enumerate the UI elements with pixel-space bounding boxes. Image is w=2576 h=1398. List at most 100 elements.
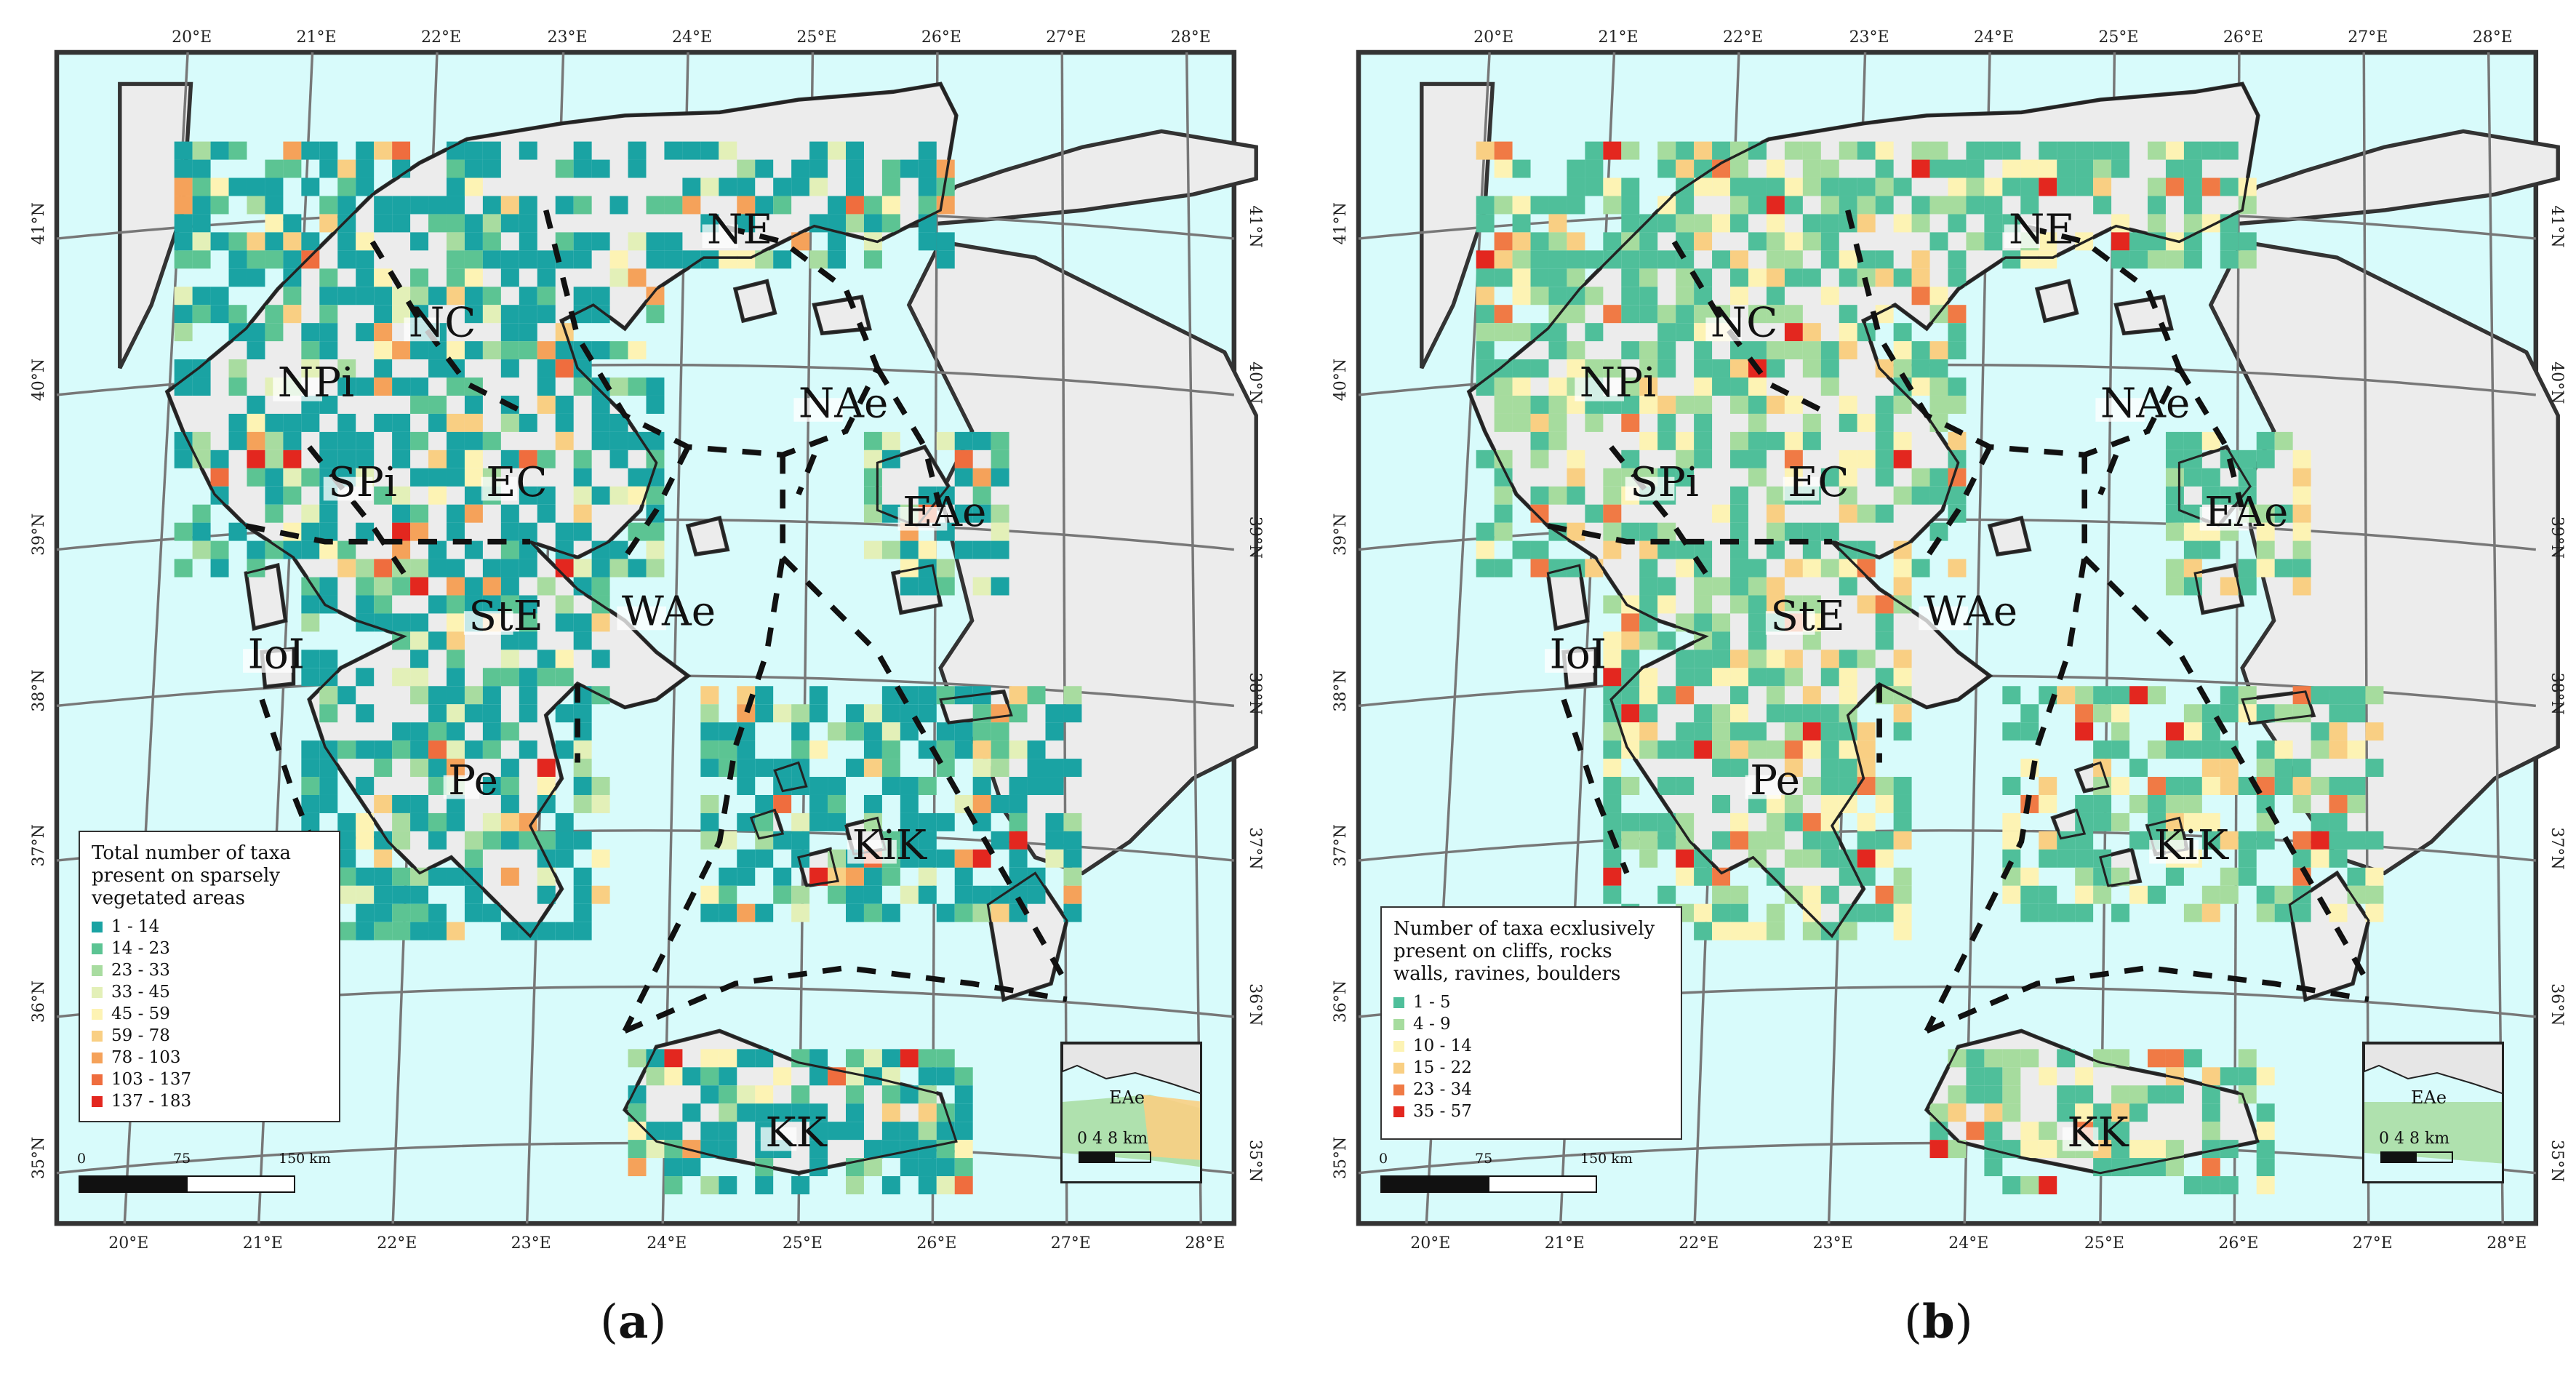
grid-cell: [1875, 504, 1894, 523]
grid-cell: [555, 522, 574, 541]
lon-label-top: 26°E: [921, 28, 961, 47]
grid-cell: [954, 1176, 973, 1194]
region-boundary: [780, 555, 1070, 986]
grid-cell: [863, 1140, 882, 1159]
grid-cell: [991, 468, 1009, 487]
grid-cell: [210, 486, 229, 505]
grid-cell: [1820, 196, 1839, 215]
grid-cell: [846, 1103, 864, 1122]
grid-cell: [1766, 504, 1785, 523]
lat-label-right: 39°N: [2548, 516, 2566, 559]
grid-cell: [319, 159, 338, 178]
grid-cell: [1730, 831, 1748, 850]
grid-cell: [519, 686, 537, 705]
grid-cell: [791, 722, 810, 741]
grid-cell: [519, 413, 537, 432]
grid-cell: [537, 268, 556, 287]
grid-cell: [537, 378, 556, 396]
grid-cell: [2201, 777, 2220, 795]
grid-cell: [1567, 341, 1585, 360]
grid-cell: [464, 177, 483, 196]
grid-cell: [464, 486, 483, 505]
grid-cell: [1748, 722, 1767, 741]
grid-cell: [1948, 1085, 1967, 1104]
grid-cell: [2002, 686, 2021, 705]
grid-cell: [846, 1122, 864, 1141]
island-coastline: [773, 761, 808, 793]
grid-cell: [2238, 577, 2257, 596]
grid-cell: [1766, 922, 1785, 940]
grid-cell: [954, 1158, 973, 1177]
grid-cell: [2201, 885, 2220, 904]
grid-cell: [2183, 214, 2202, 233]
grid-cell: [1857, 812, 1876, 831]
grid-cell: [174, 287, 193, 305]
grid-cell: [628, 141, 647, 160]
region-label: NAe: [2100, 380, 2190, 427]
region-boundary: [2082, 555, 2372, 986]
grid-cell: [1639, 250, 1658, 269]
grid-cell: [1548, 287, 1567, 305]
island-coastline: [2114, 295, 2173, 335]
grid-cell: [2075, 704, 2094, 723]
grid-cell: [682, 1158, 701, 1177]
grid-cell: [2002, 722, 2021, 741]
lat-label-left: 41°N: [1332, 202, 1350, 244]
grid-cell: [392, 522, 411, 541]
grid-cell: [972, 885, 991, 904]
grid-cell: [2238, 1049, 2257, 1068]
grid-cell: [555, 431, 574, 450]
grid-cell: [1694, 722, 1713, 741]
grid-cell: [646, 305, 665, 324]
grid-cell: [537, 287, 556, 305]
grid-cell: [1530, 504, 1549, 523]
grid-cell: [1694, 214, 1713, 233]
grid-cell: [1657, 141, 1676, 160]
grid-cell: [301, 468, 320, 487]
grid-cell: [1911, 468, 1930, 487]
grid-cell: [2292, 486, 2311, 505]
legend-item: 35 - 57: [1393, 1101, 1669, 1122]
grid-cell: [1494, 159, 1513, 178]
grid-cell: [319, 141, 338, 160]
grid-cell: [1621, 831, 1640, 850]
legend-swatch: [92, 1052, 103, 1063]
grid-cell: [628, 1049, 647, 1068]
grid-cell: [464, 159, 483, 178]
grid-cell: [519, 812, 537, 831]
grid-cell: [1676, 777, 1695, 795]
grid-cell: [1766, 287, 1785, 305]
grid-cell: [737, 849, 756, 868]
grid-cell: [356, 867, 375, 886]
lat-label-left: 40°N: [30, 359, 48, 401]
grid-cell: [646, 431, 665, 450]
grid-cell: [428, 704, 447, 723]
grid-cell: [356, 323, 375, 342]
grid-cell: [428, 395, 447, 414]
scale-tick: 75: [1475, 1151, 1493, 1167]
grid-cell: [628, 268, 647, 287]
grid-cell: [936, 903, 955, 922]
grid-cell: [2002, 141, 2021, 160]
grid-cell: [646, 395, 665, 414]
grid-cell: [2274, 431, 2293, 450]
grid-cell: [2256, 540, 2275, 559]
grid-cell: [1657, 159, 1676, 178]
grid-cell: [918, 177, 937, 196]
legend-swatch: [1393, 1106, 1404, 1117]
grid-cell: [2365, 867, 2384, 886]
grid-cell: [1657, 631, 1676, 650]
lon-label-bottom: 21°E: [1545, 1234, 1585, 1253]
region-label: NPi: [278, 359, 354, 407]
grid-cell: [410, 287, 429, 305]
grid-cell: [392, 722, 411, 741]
grid-cell: [519, 668, 537, 687]
grid-cell: [1766, 686, 1785, 705]
grid-cell: [1512, 287, 1531, 305]
grid-cell: [2039, 794, 2057, 813]
island-coastline: [1988, 516, 2031, 556]
grid-cell: [464, 903, 483, 922]
grid-cell: [2129, 885, 2148, 904]
grid-cell: [609, 341, 628, 360]
grid-cell: [828, 232, 846, 251]
